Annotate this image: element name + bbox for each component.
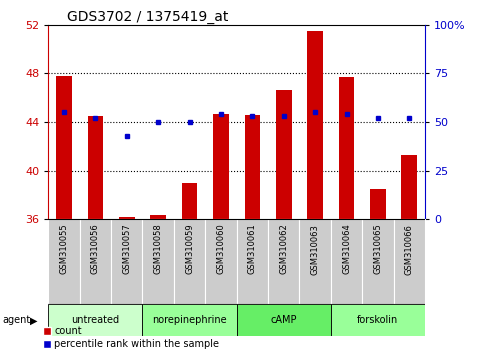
Bar [205, 219, 237, 304]
Text: GSM310058: GSM310058 [154, 224, 163, 274]
Bar [370, 189, 386, 219]
Text: GSM310063: GSM310063 [311, 224, 320, 275]
Text: GSM310062: GSM310062 [279, 224, 288, 274]
Text: GSM310066: GSM310066 [405, 224, 414, 275]
Bar [339, 77, 355, 219]
Bar [111, 219, 142, 304]
Text: GDS3702 / 1375419_at: GDS3702 / 1375419_at [67, 10, 228, 24]
Bar [87, 116, 103, 219]
Bar [331, 219, 362, 304]
Bar [299, 219, 331, 304]
Bar [80, 219, 111, 304]
Bar [119, 217, 135, 219]
Legend: count, percentile rank within the sample: count, percentile rank within the sample [43, 326, 219, 349]
Text: GSM310059: GSM310059 [185, 224, 194, 274]
Text: GSM310057: GSM310057 [122, 224, 131, 274]
Bar [276, 91, 292, 219]
Bar [56, 76, 72, 219]
Text: GSM310056: GSM310056 [91, 224, 100, 274]
Text: GSM310065: GSM310065 [373, 224, 383, 274]
Text: GSM310060: GSM310060 [216, 224, 226, 274]
Bar [237, 219, 268, 304]
Text: ▶: ▶ [30, 315, 38, 325]
Text: untreated: untreated [71, 315, 119, 325]
Bar [48, 219, 80, 304]
Bar [150, 215, 166, 219]
Text: agent: agent [2, 315, 30, 325]
Text: forskolin: forskolin [357, 315, 398, 325]
Text: GSM310055: GSM310055 [59, 224, 69, 274]
Text: cAMP: cAMP [270, 315, 297, 325]
Bar [362, 219, 394, 304]
Bar [331, 304, 425, 336]
Bar [142, 304, 237, 336]
Bar [394, 219, 425, 304]
Bar [213, 114, 229, 219]
Bar [174, 219, 205, 304]
Bar [401, 155, 417, 219]
Bar [142, 219, 174, 304]
Bar [48, 304, 142, 336]
Bar [244, 115, 260, 219]
Bar [268, 219, 299, 304]
Bar [237, 304, 331, 336]
Text: norepinephrine: norepinephrine [152, 315, 227, 325]
Text: GSM310061: GSM310061 [248, 224, 257, 274]
Bar [307, 31, 323, 219]
Bar [182, 183, 198, 219]
Text: GSM310064: GSM310064 [342, 224, 351, 274]
